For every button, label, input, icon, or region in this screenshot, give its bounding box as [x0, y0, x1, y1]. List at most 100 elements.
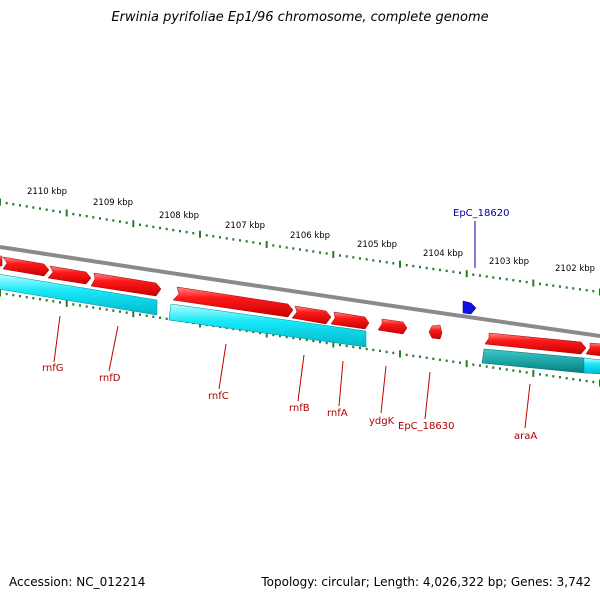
scale-minor-tick	[485, 365, 488, 368]
scale-minor-tick	[232, 238, 235, 241]
gene-forward-1[interactable]	[2, 256, 50, 277]
scale-minor-tick	[99, 217, 101, 220]
scale-minor-tick	[519, 280, 521, 283]
scale-minor-tick	[552, 284, 555, 287]
scale-minor-tick	[359, 257, 361, 260]
scale-minor-tick	[565, 377, 568, 380]
scale-minor-tick	[492, 366, 495, 369]
scale-minor-tick	[572, 287, 575, 290]
scale-minor-tick	[352, 256, 355, 259]
scale-major-tick	[532, 279, 535, 287]
scale-minor-tick	[379, 260, 381, 263]
gene-forward-9[interactable]	[484, 332, 587, 355]
gene-forward-5[interactable]	[291, 305, 332, 325]
scale-minor-tick	[225, 237, 228, 240]
scale-minor-tick	[112, 219, 115, 222]
forward-strand-track	[0, 255, 600, 357]
scale-minor-tick	[239, 328, 241, 332]
scale-major-tick	[399, 350, 401, 358]
scale-minor-tick	[139, 223, 141, 226]
gene-forward-7[interactable]	[377, 318, 408, 335]
scale-minor-tick	[79, 304, 81, 307]
outer-scale: 2110 kbp 2109 kbp 2108 kbp 2107 kbp 2106…	[0, 187, 600, 296]
scale-minor-tick	[105, 218, 108, 221]
scale-minor-tick	[139, 313, 141, 316]
highlight-gene-label: EpC_18620	[453, 208, 509, 219]
scale-minor-tick	[385, 350, 388, 354]
gene-forward-6[interactable]	[330, 311, 370, 330]
scale-minor-tick	[325, 341, 328, 345]
scale-minor-tick	[259, 331, 261, 335]
scale-minor-tick	[92, 306, 95, 309]
gene-reverse-3[interactable]	[583, 357, 600, 375]
scale-minor-tick	[59, 210, 61, 214]
scale-minor-tick	[479, 274, 481, 277]
scale-minor-tick	[212, 235, 215, 238]
scale-minor-tick	[552, 375, 555, 378]
gene-highlight-epc18620[interactable]	[462, 300, 477, 315]
gene-reverse-0[interactable]	[0, 274, 158, 316]
scale-minor-tick	[579, 378, 581, 382]
scale-minor-tick	[512, 279, 515, 282]
gene-forward-4[interactable]	[172, 286, 294, 318]
scale-minor-tick	[299, 248, 301, 251]
scale-label-2104: 2104 kbp	[423, 249, 463, 259]
scale-minor-tick	[472, 273, 475, 276]
gene-label-rnfB: rnfB	[289, 403, 310, 414]
gene-forward-10[interactable]	[585, 342, 600, 357]
scale-minor-tick	[219, 236, 221, 239]
scale-minor-tick	[99, 307, 101, 310]
scale-minor-tick	[119, 310, 121, 313]
scale-minor-tick	[512, 369, 515, 372]
scale-major-tick	[65, 299, 68, 307]
scale-major-tick	[199, 230, 201, 238]
gene-forward-3[interactable]	[90, 272, 162, 297]
gene-label-rnfA: rnfA	[327, 408, 348, 419]
scale-minor-tick	[452, 270, 455, 273]
scale-minor-tick	[159, 316, 161, 319]
scale-minor-tick	[539, 373, 541, 376]
scale-minor-tick	[492, 276, 495, 279]
scale-minor-tick	[499, 367, 501, 370]
gene-label-rnfD: rnfD	[99, 373, 121, 384]
scale-minor-tick	[325, 252, 328, 255]
scale-minor-tick	[39, 207, 41, 210]
scale-minor-tick	[19, 294, 21, 298]
gene-forward-0[interactable]	[0, 255, 3, 267]
scale-minor-tick	[592, 380, 595, 384]
scale-minor-tick	[105, 308, 108, 311]
scale-minor-tick	[445, 359, 448, 362]
gene-forward-8[interactable]	[428, 324, 443, 340]
scale-minor-tick	[505, 278, 508, 281]
reverse-strand-track	[0, 274, 600, 375]
scale-minor-tick	[52, 300, 55, 303]
scale-minor-tick	[79, 214, 81, 217]
scale-minor-tick	[585, 379, 588, 383]
scale-minor-tick	[365, 258, 368, 261]
scale-major-tick	[399, 260, 401, 268]
scale-major-tick	[132, 310, 135, 318]
scale-minor-tick	[419, 355, 421, 358]
scale-minor-tick	[545, 374, 548, 377]
scale-minor-tick	[539, 282, 541, 286]
scale-minor-tick	[559, 376, 561, 379]
scale-minor-tick	[345, 255, 348, 258]
scale-minor-tick	[479, 364, 481, 367]
scale-minor-tick	[252, 241, 255, 244]
scale-major-tick	[265, 330, 268, 338]
gene-reverse-1[interactable]	[168, 303, 367, 348]
scale-major-tick	[265, 241, 268, 248]
gene-label-araA: araA	[514, 431, 537, 442]
scale-minor-tick	[372, 348, 375, 352]
gene-label-ydgK: ydgK	[369, 416, 395, 427]
scale-major-tick	[465, 360, 468, 368]
scale-minor-tick	[439, 268, 441, 272]
scale-ticks	[0, 198, 600, 296]
scale-minor-tick	[412, 354, 415, 358]
scale-minor-tick	[245, 329, 248, 333]
scale-minor-tick	[445, 269, 448, 273]
scale-minor-tick	[152, 315, 155, 318]
scale-minor-tick	[459, 361, 461, 364]
gene-forward-2[interactable]	[47, 265, 92, 285]
scale-minor-tick	[305, 249, 308, 252]
